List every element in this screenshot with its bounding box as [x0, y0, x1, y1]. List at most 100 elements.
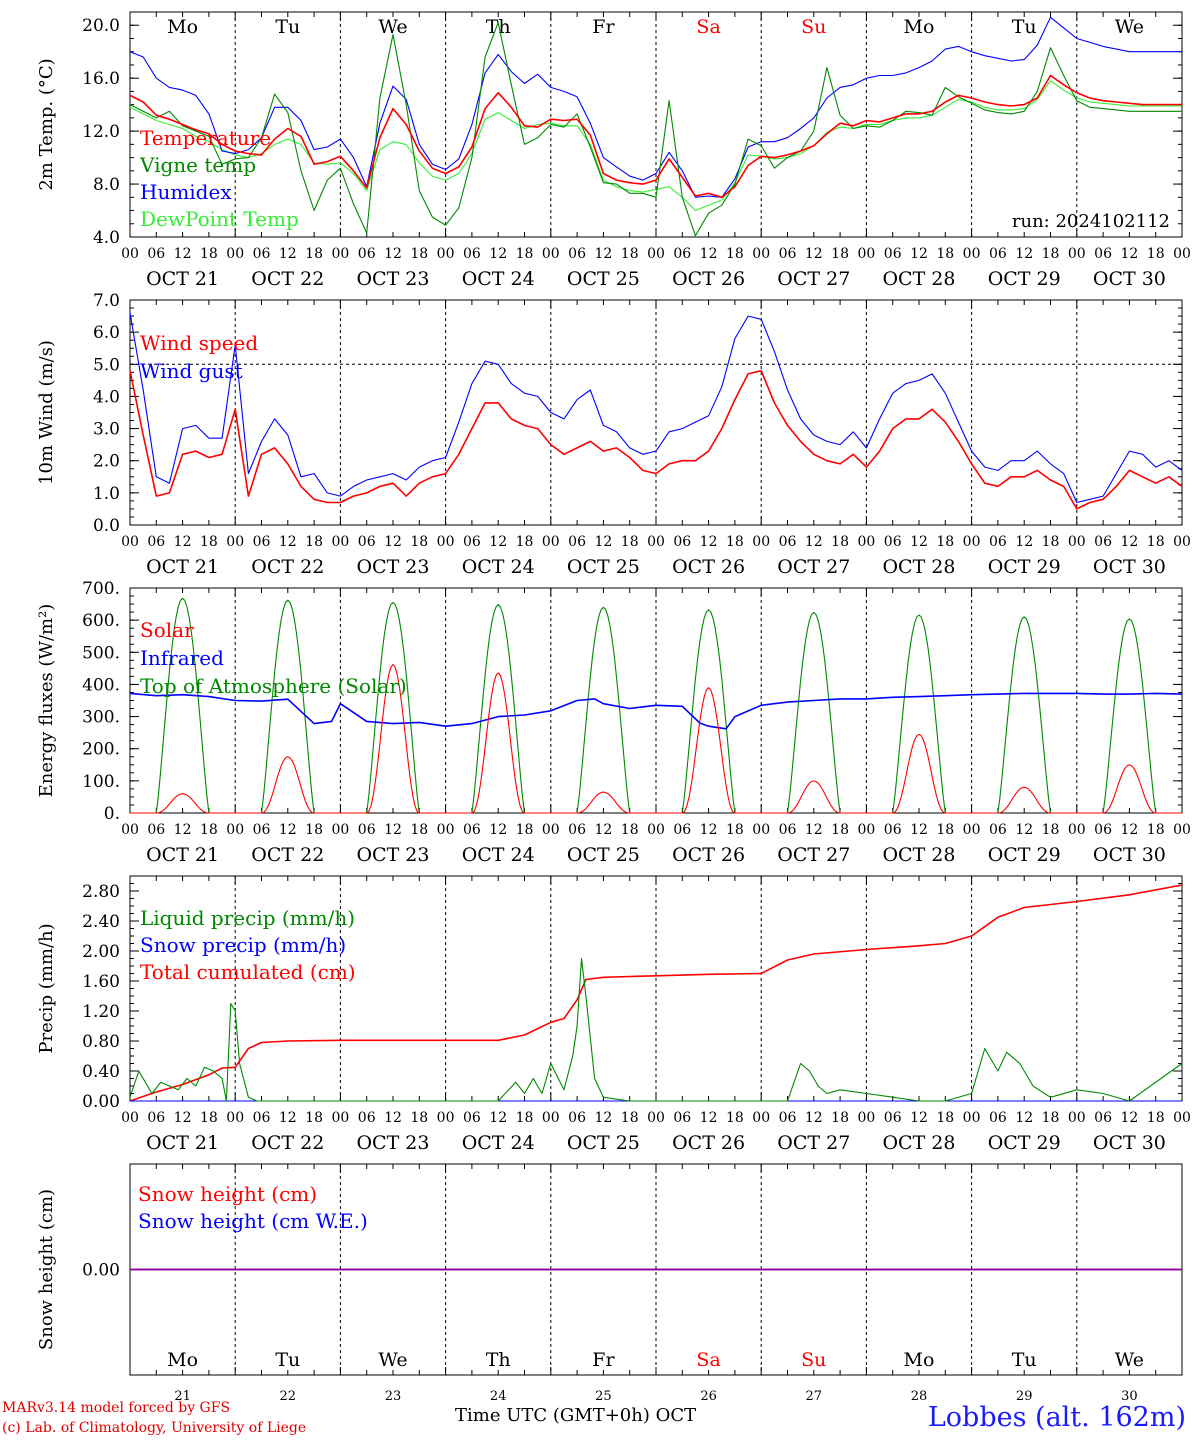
- x-hour-label: 12: [805, 822, 823, 838]
- x-date-label: OCT 23: [356, 1132, 429, 1154]
- x-hour-label: 18: [1147, 822, 1165, 838]
- x-hour-label: 00: [857, 534, 875, 550]
- x-hour-label: 18: [936, 822, 954, 838]
- x-date-label: OCT 30: [1093, 556, 1166, 578]
- x-hour-label: 18: [621, 1110, 639, 1126]
- x-hour-label: 18: [936, 246, 954, 262]
- y-tick-label: 5.0: [93, 355, 120, 375]
- x-hour-label: 18: [1042, 1110, 1060, 1126]
- weekday-label: Mo: [167, 16, 198, 38]
- x-hour-label: 18: [305, 822, 323, 838]
- x-hour-label: 12: [594, 534, 612, 550]
- x-hour-label: 18: [410, 246, 428, 262]
- x-hour-label: 06: [1094, 1110, 1112, 1126]
- x-hour-label: 06: [1094, 822, 1112, 838]
- series-line-total-cumulated-cm: [129, 884, 1183, 1102]
- x-hour-label: 00: [226, 1110, 244, 1126]
- x-date-label: OCT 21: [146, 556, 219, 578]
- x-date-label: OCT 23: [356, 268, 429, 290]
- x-hour-label: 12: [489, 1110, 507, 1126]
- y-tick-label: 6.0: [93, 323, 120, 343]
- x-hour-label: 06: [253, 1110, 271, 1126]
- x-hour-label: 06: [568, 534, 586, 550]
- x-hour-label: 06: [568, 1110, 586, 1126]
- panel-5: 0.00 Snow height (cm) Mo Tu We Th Fr Sa Su Mo Tu We…: [36, 1163, 1183, 1404]
- y-tick-label: 1.60: [82, 972, 120, 992]
- x-hour-label: 00: [226, 246, 244, 262]
- legend-entry: Temperature: [140, 126, 271, 150]
- x-hour-label: 06: [253, 534, 271, 550]
- y-axis-label: Precip (mm/h): [36, 923, 57, 1053]
- x-hour-label: 18: [621, 534, 639, 550]
- x-hour-label: 06: [463, 534, 481, 550]
- y-tick-label: 16.0: [82, 69, 120, 89]
- x-hour-label: 06: [779, 1110, 797, 1126]
- x-hour-label: 06: [989, 534, 1007, 550]
- x-hour-label: 18: [200, 246, 218, 262]
- x-date-label: OCT 30: [1093, 1132, 1166, 1154]
- weekday-label: We: [1115, 16, 1144, 38]
- x-hour-label: 18: [410, 534, 428, 550]
- legend-entry: Snow height (cm W.E.): [138, 1209, 368, 1233]
- panel-4: 0.00 0.40 0.80 1.20 1.60 2.00 2.40 2.80 Precip (…: [36, 875, 1191, 1154]
- panel-3: 0. 100. 200. 300. 400. 500. 600. 700. Energy flu…: [36, 579, 1191, 866]
- legend-entry: Wind speed: [140, 331, 258, 355]
- x-hour-label: 18: [200, 1110, 218, 1126]
- x-hour-label: 18: [410, 1110, 428, 1126]
- x-hour-label: 12: [700, 246, 718, 262]
- weekday-label: Th: [486, 1349, 511, 1371]
- weekday-label: Tu: [1012, 16, 1037, 38]
- x-hour-label: 18: [305, 1110, 323, 1126]
- model-credit: MARv3.14 model forced by GFS: [2, 1400, 231, 1416]
- x-hour-label: 18: [936, 534, 954, 550]
- panel-1: 4.0 8.0 12.0 16.0 20.0 2m Temp. (°C) 00 06 12 18 O…: [36, 11, 1191, 290]
- y-tick-label: 20.0: [82, 16, 120, 36]
- legend-entry: Snow height (cm): [138, 1182, 317, 1206]
- legend-entry: Top of Atmosphere (Solar): [140, 674, 407, 698]
- x-hour-label: 00: [226, 534, 244, 550]
- series-line-temperature: [129, 74, 1182, 199]
- x-hour-label: 06: [358, 1110, 376, 1126]
- x-hour-label: 12: [279, 534, 297, 550]
- lab-credit: (c) Lab. of Climatology, University of L…: [2, 1420, 307, 1436]
- y-tick-label: 0.00: [82, 1261, 120, 1281]
- x-hour-label: 12: [910, 1110, 928, 1126]
- x-date-label: OCT 25: [567, 556, 640, 578]
- x-hour-label: 12: [384, 534, 402, 550]
- x-hour-label: 18: [410, 822, 428, 838]
- weekday-label: Mo: [904, 16, 935, 38]
- weekday-label: Su: [801, 1349, 826, 1371]
- x-hour-label: 18: [726, 534, 744, 550]
- x-hour-label: 12: [279, 1110, 297, 1126]
- x-hour-label: 06: [463, 246, 481, 262]
- weekday-label: Mo: [167, 1349, 198, 1371]
- x-hour-label: 18: [516, 1110, 534, 1126]
- x-hour-label: 12: [174, 534, 192, 550]
- legend-entry: Liquid precip (mm/h): [140, 906, 355, 930]
- weekday-label: We: [1115, 1349, 1144, 1371]
- x-hour-label: 12: [174, 246, 192, 262]
- legend-entry: Total cumulated (cm): [140, 960, 356, 984]
- y-tick-label: 0.40: [82, 1062, 120, 1082]
- x-day-number: 23: [385, 1389, 402, 1404]
- x-hour-label: 06: [884, 822, 902, 838]
- x-hour-label: 12: [805, 1110, 823, 1126]
- x-hour-label: 12: [1120, 534, 1138, 550]
- x-hour-label: 00: [437, 822, 455, 838]
- x-hour-label: 06: [568, 822, 586, 838]
- y-tick-label: 3.0: [93, 420, 120, 440]
- x-hour-label: 00: [542, 1110, 560, 1126]
- y-tick-label: 0.80: [82, 1032, 120, 1052]
- y-tick-label: 1.0: [93, 484, 120, 504]
- x-hour-label: 00: [121, 822, 139, 838]
- y-tick-label: 300.: [82, 708, 120, 728]
- x-hour-label: 12: [910, 822, 928, 838]
- x-hour-label: 18: [621, 822, 639, 838]
- x-date-label: OCT 24: [462, 556, 535, 578]
- x-date-label: OCT 29: [988, 268, 1061, 290]
- x-date-label: OCT 22: [251, 844, 324, 866]
- x-day-number: 25: [595, 1389, 612, 1404]
- x-hour-label: 06: [779, 534, 797, 550]
- y-tick-label: 0.00: [82, 1092, 120, 1112]
- x-hour-label: 12: [1015, 822, 1033, 838]
